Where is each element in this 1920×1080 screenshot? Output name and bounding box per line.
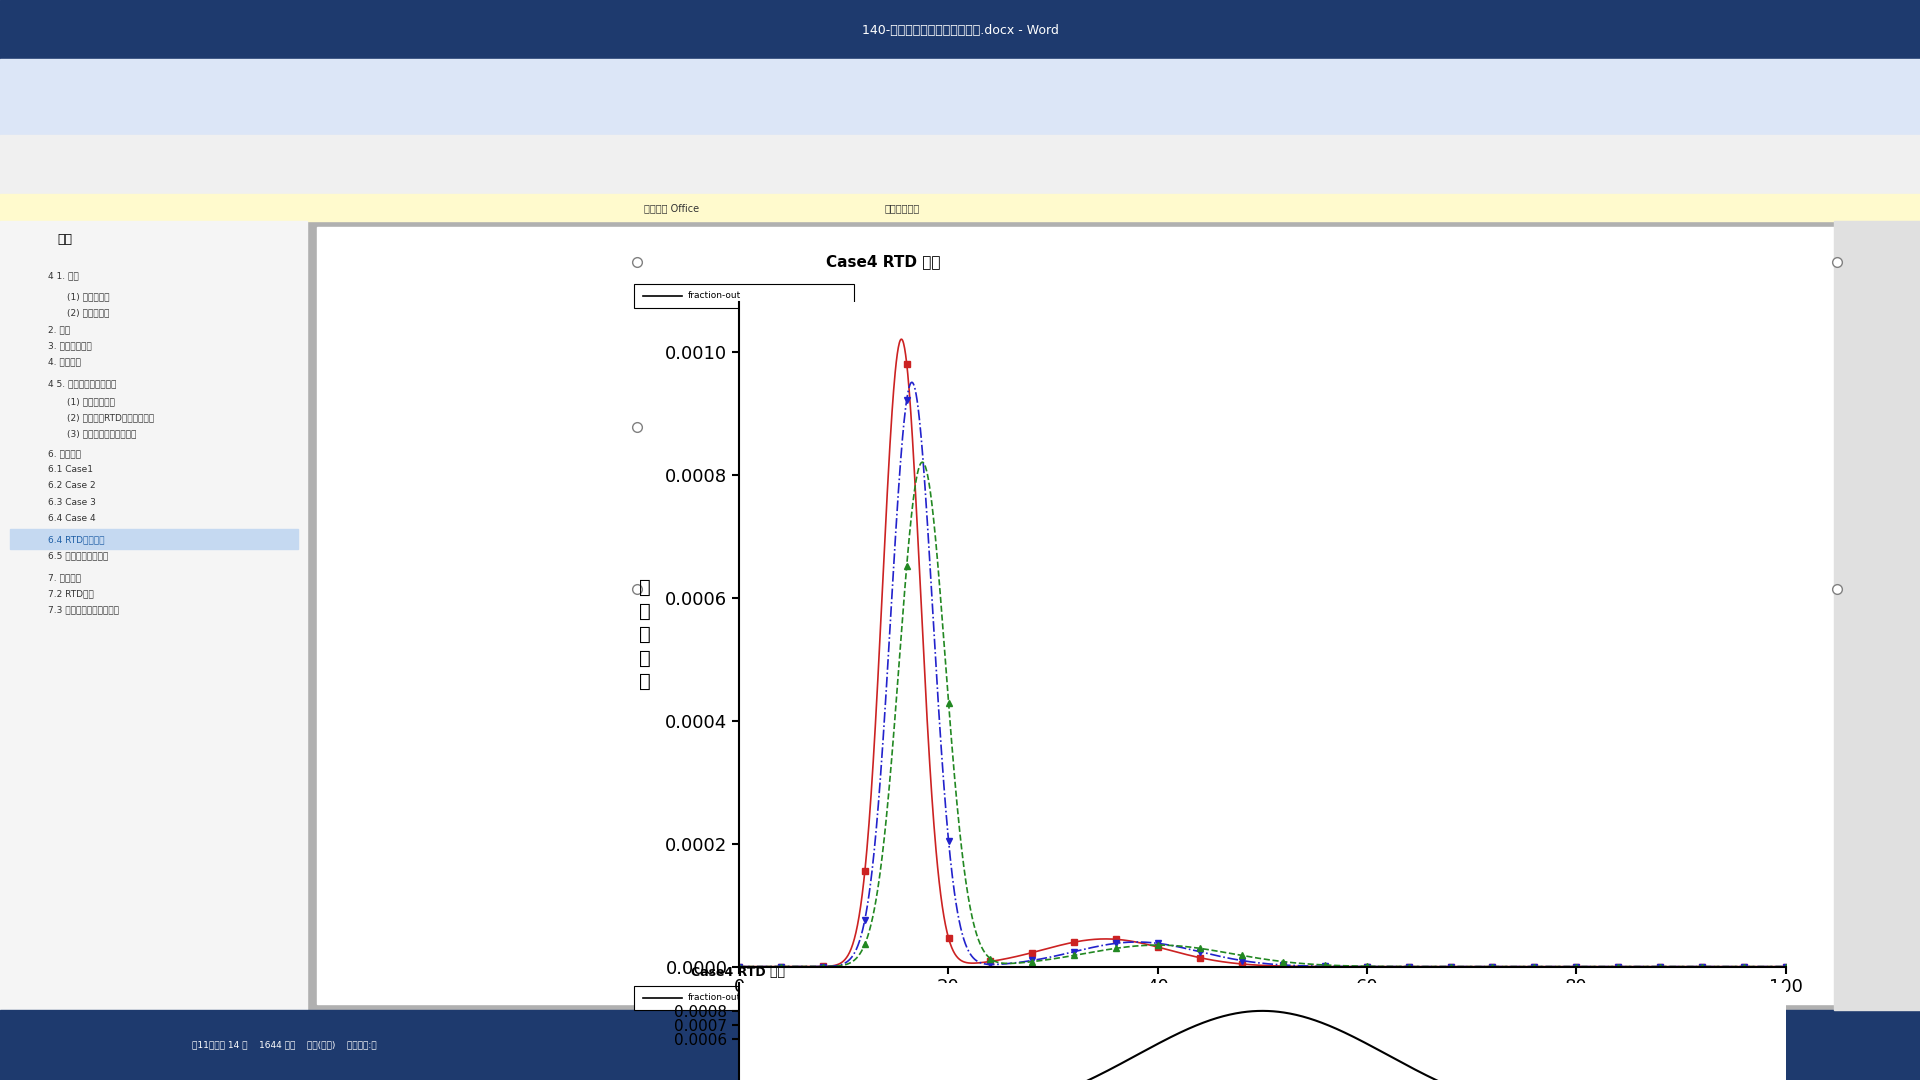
Text: fraction-out: fraction-out (687, 994, 741, 1002)
Text: Case4 RTD 曲线: Case4 RTD 曲线 (691, 966, 785, 978)
Bar (0, 59, 1920, 135)
Text: 6.5 夹杂物去除率对比: 6.5 夹杂物去除率对比 (48, 552, 108, 561)
Bar (0, 135, 1920, 194)
X-axis label: 无量纲时间: 无量纲时间 (1233, 1008, 1292, 1026)
Text: (3) 夹杂物去除率计算方法: (3) 夹杂物去除率计算方法 (67, 430, 136, 438)
Bar (0, 1010, 1920, 1080)
Text: (2) 停留时间RTD曲线生成方法: (2) 停留时间RTD曲线生成方法 (67, 414, 154, 422)
Bar (0, 194, 1920, 221)
Text: fraction-out: fraction-out (687, 292, 741, 300)
Text: 4 1. 任务: 4 1. 任务 (48, 271, 79, 280)
Bar (317, 227, 1834, 1004)
Text: 7.3 夹杂物去除率统计数据: 7.3 夹杂物去除率统计数据 (48, 606, 119, 615)
Text: (1) 整体仿真思路: (1) 整体仿真思路 (67, 397, 115, 406)
Text: 4 5. 制作方法和必要参数: 4 5. 制作方法和必要参数 (48, 379, 117, 388)
Text: 6.2 Case 2: 6.2 Case 2 (48, 482, 96, 490)
Text: (2) 三维模型图: (2) 三维模型图 (67, 309, 109, 318)
Bar (634, 986, 854, 1010)
Bar (1834, 221, 1920, 1010)
Bar (634, 284, 854, 308)
Text: 导航: 导航 (58, 233, 73, 246)
Text: 2. 参数: 2. 参数 (48, 325, 71, 334)
Text: 55°C    180%: 55°C 180% (1632, 1040, 1692, 1049)
Text: 7.2 RTD曲线: 7.2 RTD曲线 (48, 590, 94, 598)
Text: (1) 二维模型图: (1) 二维模型图 (67, 293, 109, 301)
Text: 了解详细信息: 了解详细信息 (885, 203, 920, 214)
Text: 4. 所需的图: 4. 所需的图 (48, 357, 81, 366)
Text: 7. 三维结果: 7. 三维结果 (48, 573, 81, 582)
Bar (10, 529, 298, 549)
Text: 无
量
纲
浓
度: 无 量 纲 浓 度 (639, 578, 651, 691)
Text: 获取正版 Office: 获取正版 Office (645, 203, 699, 214)
Text: 3. 主要参考文献: 3. 主要参考文献 (48, 341, 92, 350)
Text: Case4 RTD 曲线: Case4 RTD 曲线 (826, 254, 941, 269)
Text: 6. 二维结果: 6. 二维结果 (48, 449, 81, 458)
Text: 6.4 Case 4: 6.4 Case 4 (48, 514, 96, 523)
Text: 6.1 Case1: 6.1 Case1 (48, 465, 92, 474)
Text: 6.3 Case 3: 6.3 Case 3 (48, 498, 96, 507)
Bar (0, 0, 1920, 59)
Text: 6.4 RTD曲线比较: 6.4 RTD曲线比较 (48, 536, 104, 544)
Text: 140-中包流场及夹杂物去除仿真.docx - Word: 140-中包流场及夹杂物去除仿真.docx - Word (862, 24, 1058, 37)
Text: 第11页，共 14 页    1644 个字    英语(美国)    辅助功能:开: 第11页，共 14 页 1644 个字 英语(美国) 辅助功能:开 (192, 1040, 376, 1049)
Bar (0, 221, 307, 1010)
